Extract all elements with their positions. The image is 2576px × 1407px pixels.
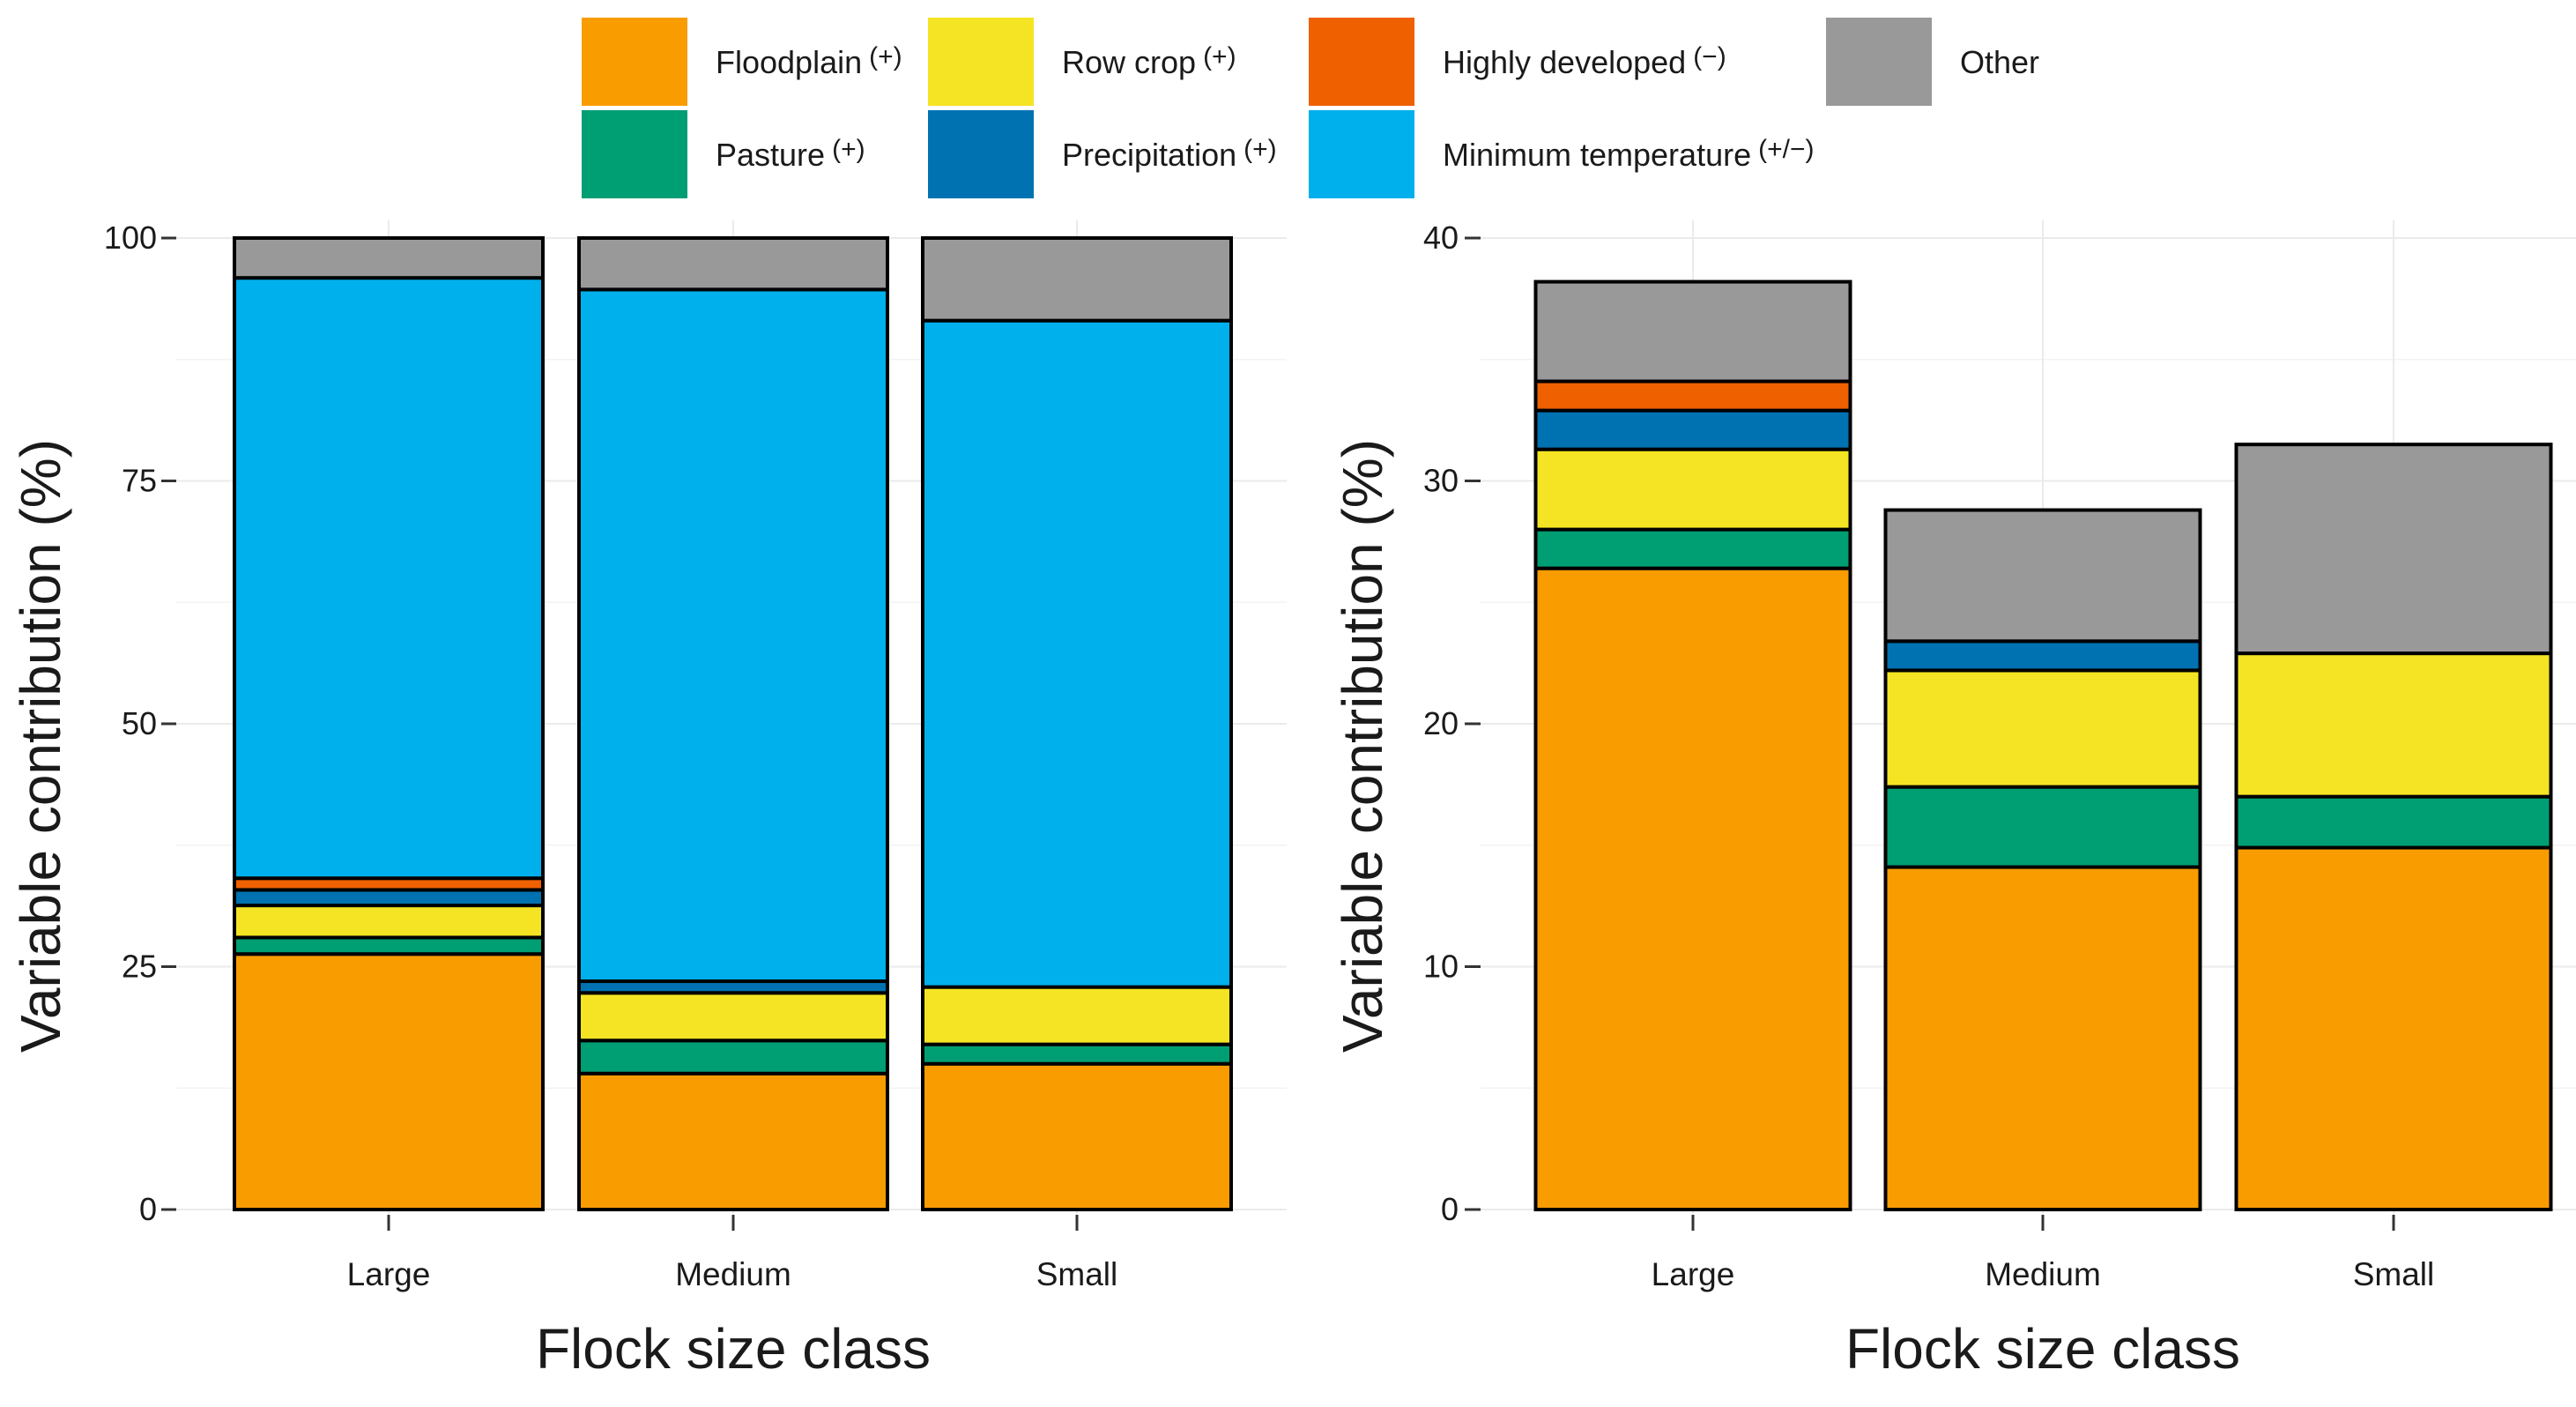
bar-segment-pasture-large <box>1533 527 1852 570</box>
bar-segment-other-medium <box>577 236 889 292</box>
y-tick-label: 30 <box>1423 463 1459 499</box>
x-axis-title: Flock size class <box>536 1317 931 1381</box>
bar-segment-row_crop-small <box>2234 651 2553 799</box>
left-panel: 0 25 50 75 100 Large Medium Small Flock size cla… <box>9 220 1287 1381</box>
bar-segment-floodplain-medium <box>577 1071 889 1211</box>
legend-label-row_crop: Row crop (+) <box>1062 42 1236 80</box>
legend-swatch-highly_developed <box>1309 18 1414 106</box>
y-tick-label: 100 <box>104 220 157 256</box>
bar-segment-precipitation-medium <box>1883 639 2202 673</box>
bar-segment-pasture-small <box>2234 794 2553 850</box>
legend-label-highly_developed: Highly developed (−) <box>1443 42 1726 80</box>
bar-segment-min_temp-medium <box>577 287 889 984</box>
bar-segment-precipitation-large <box>1533 408 1852 451</box>
bar-segment-precipitation-large <box>233 888 545 908</box>
bar-segment-row_crop-medium <box>1883 668 2202 789</box>
bar-segment-floodplain-large <box>233 952 545 1211</box>
y-axis-title: Variable contribution (%) <box>1331 439 1394 1053</box>
legend-sign-precipitation: (+) <box>1243 135 1277 164</box>
bar-segment-floodplain-large <box>1533 566 1852 1211</box>
x-tick-label: Small <box>2353 1256 2435 1292</box>
y-tick-label: 0 <box>1441 1191 1459 1227</box>
bar-segment-other-medium <box>1883 508 2202 644</box>
legend-swatch-floodplain <box>582 18 687 106</box>
bar-segment-row_crop-small <box>921 985 1233 1046</box>
legend-sign-row_crop: (+) <box>1203 42 1236 71</box>
y-tick-label: 0 <box>139 1191 157 1227</box>
bar-segment-other-small <box>2234 443 2553 656</box>
legend-swatch-pasture <box>582 110 687 198</box>
x-tick-label: Medium <box>675 1256 791 1292</box>
bar-segment-row_crop-medium <box>577 991 889 1043</box>
x-tick-label: Large <box>1652 1256 1735 1292</box>
legend-sign-pasture: (+) <box>832 135 865 164</box>
bar-segment-other-small <box>921 236 1233 323</box>
y-axis-title: Variable contribution (%) <box>9 439 72 1053</box>
y-tick-label: 25 <box>122 949 157 985</box>
y-tick-label: 50 <box>122 705 157 741</box>
legend-sign-floodplain: (+) <box>869 42 902 71</box>
legend-label-min_temp: Minimum temperature (+/−) <box>1443 135 1814 173</box>
y-tick-label: 10 <box>1423 949 1459 985</box>
bar-segment-row_crop-large <box>233 904 545 940</box>
legend-label-other: Other <box>1960 44 2039 80</box>
right-panel: 0 10 20 30 40 Large Medium Small Flock size clas… <box>1331 220 2576 1381</box>
legend: Floodplain (+) Row crop (+) Highly developed… <box>582 18 2039 198</box>
legend-swatch-other <box>1826 18 1932 106</box>
y-tick-label: 40 <box>1423 220 1459 256</box>
legend-swatch-precipitation <box>928 110 1034 198</box>
bar-segment-min_temp-large <box>233 276 545 881</box>
bar-segment-floodplain-small <box>2234 845 2553 1211</box>
bar-segment-other-large <box>1533 279 1852 383</box>
bar-segment-floodplain-small <box>921 1061 1233 1211</box>
legend-label-pasture: Pasture (+) <box>716 135 865 173</box>
y-tick-label: 75 <box>122 463 157 499</box>
bar-segment-floodplain-medium <box>1883 865 2202 1211</box>
legend-label-precipitation: Precipitation (+) <box>1062 135 1277 173</box>
bar-segment-pasture-large <box>233 935 545 957</box>
x-tick-label: Small <box>1036 1256 1118 1292</box>
legend-sign-min_temp: (+/−) <box>1758 135 1814 164</box>
legend-sign-highly_developed: (−) <box>1693 42 1726 71</box>
bar-segment-row_crop-large <box>1533 447 1852 532</box>
bar-segment-min_temp-small <box>921 318 1233 989</box>
bar-segment-pasture-medium <box>1883 785 2202 869</box>
x-tick-label: Medium <box>1985 1256 2101 1292</box>
x-axis-title: Flock size class <box>1845 1317 2240 1381</box>
bar-segment-other-large <box>233 236 545 280</box>
bar-segment-pasture-small <box>921 1042 1233 1066</box>
bar-segment-highly_developed-large <box>1533 379 1852 413</box>
y-tick-label: 20 <box>1423 705 1459 741</box>
legend-label-floodplain: Floodplain (+) <box>716 42 902 80</box>
legend-swatch-min_temp <box>1309 110 1414 198</box>
bar-segment-pasture-medium <box>577 1038 889 1076</box>
legend-swatch-row_crop <box>928 18 1034 106</box>
x-tick-label: Large <box>347 1256 431 1292</box>
